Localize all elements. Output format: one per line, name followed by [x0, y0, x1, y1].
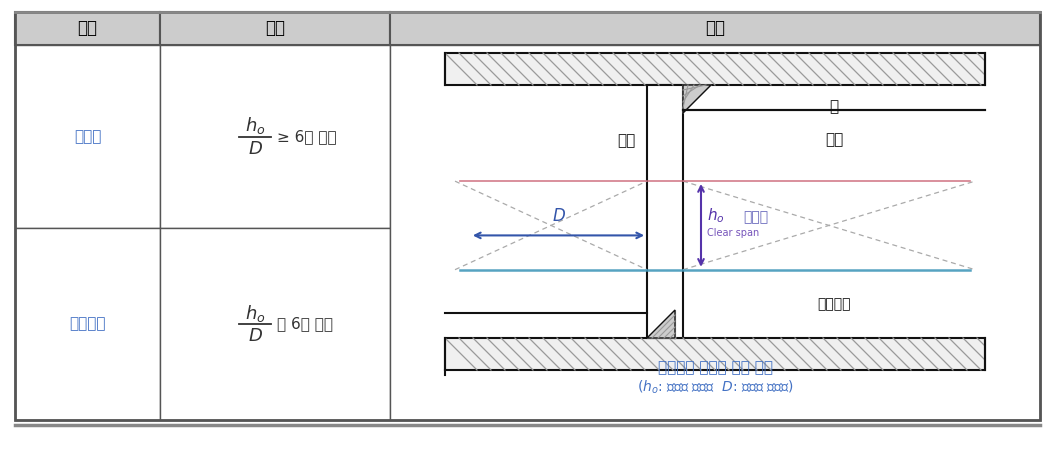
Bar: [161, 228, 390, 420]
Text: ≥ 6인 기둥: ≥ 6인 기둥: [277, 129, 337, 144]
Bar: [445, 53, 985, 85]
Text: $h_o$: $h_o$: [245, 115, 265, 136]
Text: 〈 6인 기둥: 〈 6인 기둥: [277, 317, 333, 332]
Text: $D$: $D$: [247, 140, 263, 158]
Bar: [15, 45, 161, 228]
Text: 전단파괴: 전단파괴: [70, 317, 106, 332]
Bar: [445, 338, 985, 370]
Text: 기둥: 기둥: [617, 133, 635, 148]
Polygon shape: [683, 85, 711, 113]
Text: 개구부: 개구부: [743, 210, 768, 224]
Text: $D$: $D$: [247, 327, 263, 345]
Bar: [15, 228, 161, 420]
Polygon shape: [647, 310, 675, 338]
Text: 명칭: 명칭: [77, 19, 97, 38]
Bar: [15, 12, 161, 45]
Bar: [161, 45, 390, 228]
Text: 징두리벽: 징두리벽: [817, 297, 851, 311]
Text: 휨파괴: 휨파괴: [74, 129, 101, 144]
Bar: [390, 45, 1040, 420]
Text: $D$: $D$: [551, 207, 566, 226]
Text: 기둥부재 분류를 위한 형상: 기둥부재 분류를 위한 형상: [658, 361, 773, 376]
Text: 보: 보: [829, 100, 838, 115]
Text: ($h_o$: 기둥의 내치수  $D$: 기둥의 단면폭): ($h_o$: 기둥의 내치수 $D$: 기둥의 단면폭): [637, 378, 793, 396]
Text: 형상: 형상: [705, 19, 725, 38]
Bar: [647, 85, 683, 338]
Text: 수벽: 수벽: [825, 132, 843, 148]
Bar: [390, 12, 1040, 45]
Bar: [161, 12, 390, 45]
Text: $h_o$: $h_o$: [708, 206, 724, 225]
Text: $h_o$: $h_o$: [245, 303, 265, 323]
Text: Clear span: Clear span: [708, 228, 759, 238]
Text: 정의: 정의: [265, 19, 285, 38]
